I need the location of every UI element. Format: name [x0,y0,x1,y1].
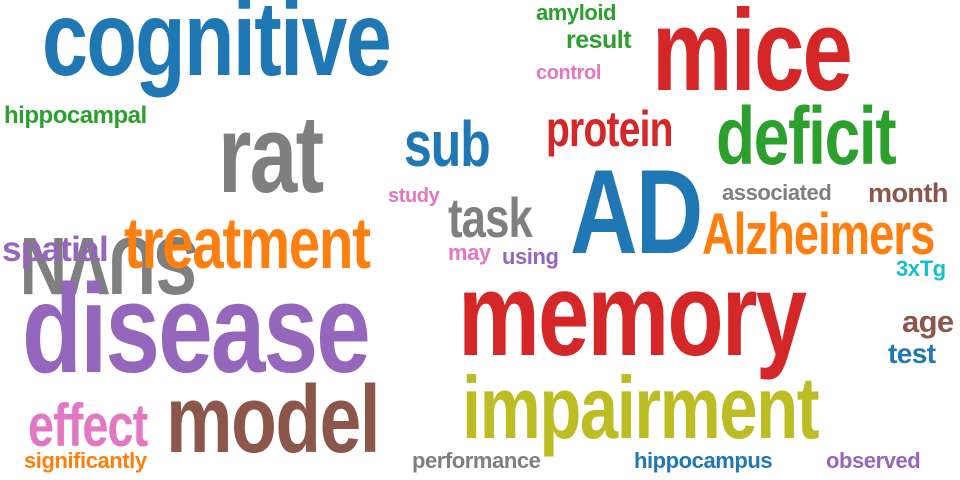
word-performance: performance [412,448,541,473]
word-effect: effect [28,392,148,459]
word-spatial: spatial [2,230,109,269]
word-hippocampus: hippocampus [634,448,773,473]
word-observed: observed [826,448,921,473]
word-alzheimers: Alzheimers [702,202,935,267]
word-protein: protein [546,101,673,157]
word-task: task [448,186,533,249]
word-ad: AD [570,145,703,279]
word-rat: rat [218,93,324,216]
word-significantly: significantly [24,448,147,473]
word-study: study [388,185,440,207]
word-cognitive: cognitive [42,0,392,98]
word-sub: sub [404,108,491,180]
word-month: month [868,178,948,208]
word-amyloid: amyloid [536,0,617,25]
word-test: test [888,338,936,369]
word-using: using [502,244,559,269]
word-control: control [536,62,601,84]
word-impairment: impairment [462,358,820,457]
word-age: age [902,304,954,339]
word-memory: memory [458,249,807,381]
word-disease: disease [22,258,371,399]
word-treatment: treatment [124,204,371,284]
word-hippocampal: hippocampal [4,102,147,129]
word-3xtg: 3xTg [896,256,946,281]
word-result: result [566,26,632,54]
word-deficit: deficit [716,91,897,182]
word-model: model [166,366,381,473]
word-mice: mice [652,0,853,115]
word-associated: associated [722,180,832,205]
word-may: may [448,240,491,265]
